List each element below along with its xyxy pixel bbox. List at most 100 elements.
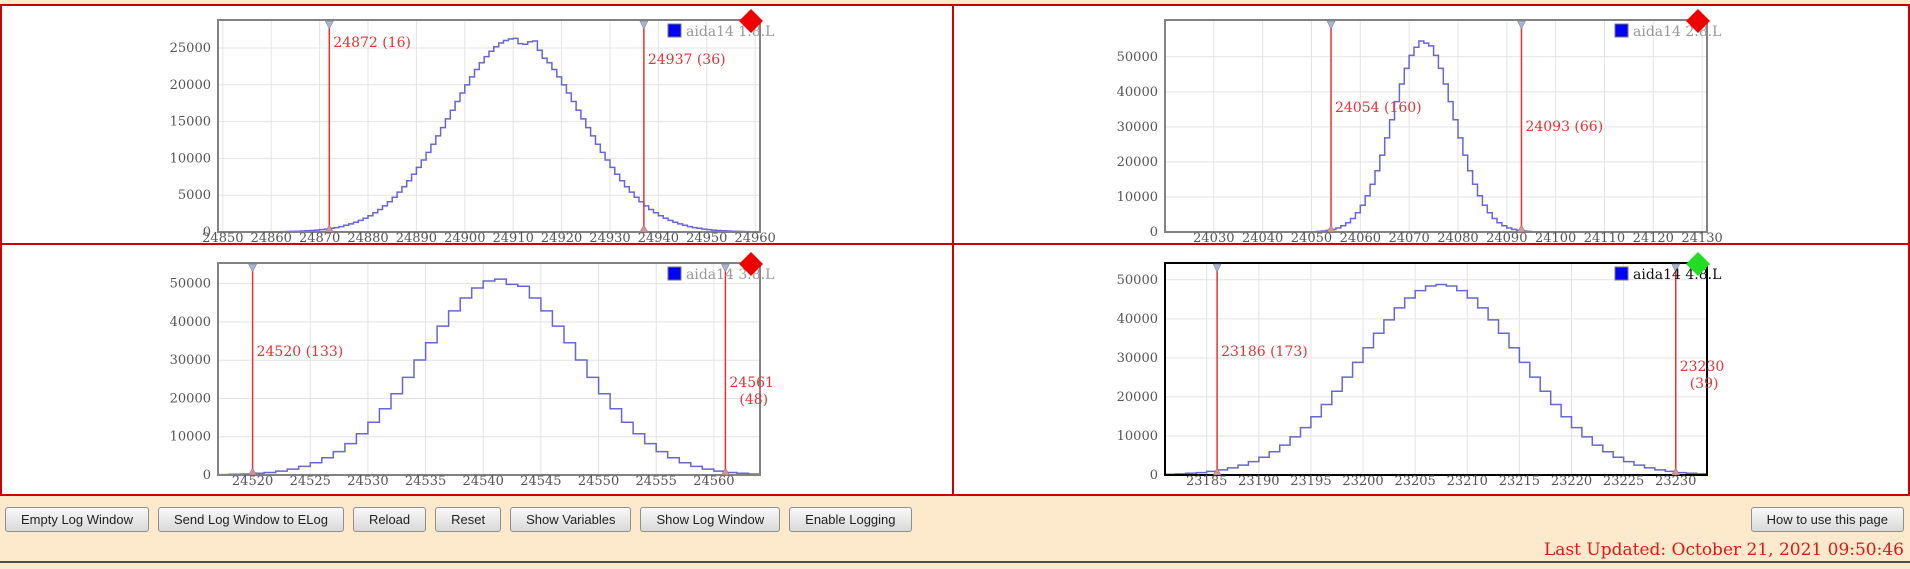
svg-text:23215: 23215 xyxy=(1499,474,1540,486)
how-to-use-this-page-button[interactable]: How to use this page xyxy=(1750,507,1904,532)
svg-text:24545: 24545 xyxy=(520,474,561,486)
legend-label: aida14 4.8.L xyxy=(1633,267,1721,283)
cursor-top-marker-icon xyxy=(1326,20,1336,30)
cursor-label: (39) xyxy=(1690,376,1719,392)
chart-aida14-4-8-l[interactable]: 23185 23190 23195 23200 23205 23210 23215 23220… xyxy=(1115,249,1735,486)
svg-text:24910: 24910 xyxy=(493,231,534,243)
cursor-label: 24937 (36) xyxy=(648,52,726,68)
plot-border xyxy=(1164,262,1708,476)
svg-text:10000: 10000 xyxy=(170,151,211,166)
last-updated-text: Last Updated: October 21, 2021 09:50:46 xyxy=(1544,540,1904,560)
cursor-bottom-marker-icon xyxy=(248,467,258,476)
gridlines xyxy=(1165,20,1707,232)
y-axis-labels: 0 5000 10000 15000 20000 25000 xyxy=(170,41,211,240)
svg-text:24870: 24870 xyxy=(299,231,340,243)
show-variables-button[interactable]: Show Variables xyxy=(510,507,632,532)
cursor-bottom-marker-icon xyxy=(1517,224,1526,233)
cursor-top-marker-icon xyxy=(639,20,649,30)
svg-text:23205: 23205 xyxy=(1394,474,1435,486)
cursor-24872: 24872 (16) xyxy=(324,20,411,233)
svg-text:24960: 24960 xyxy=(734,231,775,243)
svg-text:20000: 20000 xyxy=(170,78,211,93)
svg-text:50000: 50000 xyxy=(1117,50,1158,65)
cursor-bottom-marker-icon xyxy=(639,224,649,233)
svg-text:24110: 24110 xyxy=(1584,231,1625,243)
legend-marker-icon xyxy=(1614,23,1629,38)
chart-grid: 24850 24860 24870 24880 24890 24900 24910 24920… xyxy=(0,4,1910,496)
gridlines xyxy=(218,20,760,232)
svg-text:0: 0 xyxy=(203,225,211,240)
svg-text:24950: 24950 xyxy=(686,231,727,243)
cursor-label: 24561 xyxy=(729,375,774,391)
cursor-top-marker-icon xyxy=(324,20,334,30)
svg-text:24900: 24900 xyxy=(444,231,485,243)
cursor-23230: 23230(39) xyxy=(1671,263,1725,476)
y-axis-labels: 0 10000 20000 30000 40000 50000 xyxy=(1117,50,1158,240)
legend-label: aida14 1.8.L xyxy=(686,24,774,40)
svg-text:24525: 24525 xyxy=(290,474,331,486)
svg-text:40000: 40000 xyxy=(170,315,211,330)
svg-text:30000: 30000 xyxy=(170,353,211,368)
legend-label: aida14 3.8.L xyxy=(686,267,774,283)
cursor-24093: 24093 (66) xyxy=(1517,20,1603,233)
svg-text:23195: 23195 xyxy=(1290,474,1331,486)
histogram-line xyxy=(1165,283,1707,475)
cursor-label: 23230 xyxy=(1680,359,1725,375)
svg-text:50000: 50000 xyxy=(170,277,211,292)
svg-text:24555: 24555 xyxy=(636,474,677,486)
svg-text:23200: 23200 xyxy=(1342,474,1383,486)
cursor-label: 24872 (16) xyxy=(333,35,411,51)
cursor-label: 24093 (66) xyxy=(1525,119,1603,135)
cursor-24520: 24520 (133) xyxy=(248,263,344,476)
svg-text:24060: 24060 xyxy=(1340,231,1381,243)
show-log-window-button[interactable]: Show Log Window xyxy=(640,507,781,532)
svg-text:24070: 24070 xyxy=(1388,231,1429,243)
reload-button[interactable]: Reload xyxy=(352,507,427,532)
legend-marker-icon xyxy=(667,266,682,281)
chart-cell-top-left: 24850 24860 24870 24880 24890 24900 24910 24920… xyxy=(2,6,952,243)
chart-cell-top-right: 24030 24040 24050 24060 24070 24080 24090 24100… xyxy=(954,6,1908,243)
cursor-bottom-marker-icon xyxy=(324,224,334,233)
cursor-label: 23186 (173) xyxy=(1221,344,1308,360)
svg-text:10000: 10000 xyxy=(170,430,211,445)
svg-text:23210: 23210 xyxy=(1447,474,1488,486)
chart-aida14-1-8-l[interactable]: 24850 24860 24870 24880 24890 24900 24910 24920… xyxy=(168,6,788,243)
svg-text:24120: 24120 xyxy=(1633,231,1674,243)
svg-text:40000: 40000 xyxy=(1117,85,1158,100)
send-log-window-to-elog-button[interactable]: Send Log Window to ELog xyxy=(158,507,344,532)
cursor-top-marker-icon xyxy=(1212,263,1222,273)
chart-aida14-3-8-l[interactable]: 24520 24525 24530 24535 24540 24545 24550 24555… xyxy=(168,249,788,486)
bottom-divider xyxy=(0,561,1910,563)
cursor-label: 24520 (133) xyxy=(257,344,344,360)
reset-button[interactable]: Reset xyxy=(435,507,502,532)
svg-text:24880: 24880 xyxy=(347,231,388,243)
x-axis-labels: 24850 24860 24870 24880 24890 24900 24910 24920… xyxy=(202,231,776,243)
toolbar: Empty Log Window Send Log Window to ELog… xyxy=(5,507,912,532)
cursor-label: (48) xyxy=(739,392,768,408)
cursor-24054: 24054 (160) xyxy=(1326,20,1422,233)
enable-logging-button[interactable]: Enable Logging xyxy=(789,507,912,532)
svg-text:24560: 24560 xyxy=(693,474,734,486)
svg-text:24090: 24090 xyxy=(1486,231,1527,243)
svg-text:20000: 20000 xyxy=(1117,390,1158,405)
plot-area xyxy=(1165,263,1707,475)
status-diamond-icon xyxy=(739,9,763,33)
y-axis-labels: 0 10000 20000 30000 40000 50000 xyxy=(170,277,211,483)
cursor-top-marker-icon xyxy=(720,263,730,273)
y-axis-labels: 0 10000 20000 30000 40000 50000 xyxy=(1117,273,1158,483)
plot-border xyxy=(1164,19,1708,233)
svg-text:24850: 24850 xyxy=(202,231,243,243)
svg-text:24860: 24860 xyxy=(251,231,292,243)
svg-text:24520: 24520 xyxy=(232,474,273,486)
svg-text:24040: 24040 xyxy=(1242,231,1283,243)
svg-text:50000: 50000 xyxy=(1117,273,1158,288)
svg-text:24050: 24050 xyxy=(1291,231,1332,243)
legend-marker-icon xyxy=(667,23,682,38)
chart-cell-bottom-left: 24520 24525 24530 24535 24540 24545 24550 24555… xyxy=(2,245,952,494)
svg-text:24100: 24100 xyxy=(1535,231,1576,243)
svg-text:0: 0 xyxy=(203,468,211,483)
empty-log-window-button[interactable]: Empty Log Window xyxy=(5,507,149,532)
x-axis-labels: 24520 24525 24530 24535 24540 24545 24550 24555… xyxy=(232,474,735,486)
chart-aida14-2-8-l[interactable]: 24030 24040 24050 24060 24070 24080 24090 24100… xyxy=(1115,6,1735,243)
svg-text:24540: 24540 xyxy=(463,474,504,486)
